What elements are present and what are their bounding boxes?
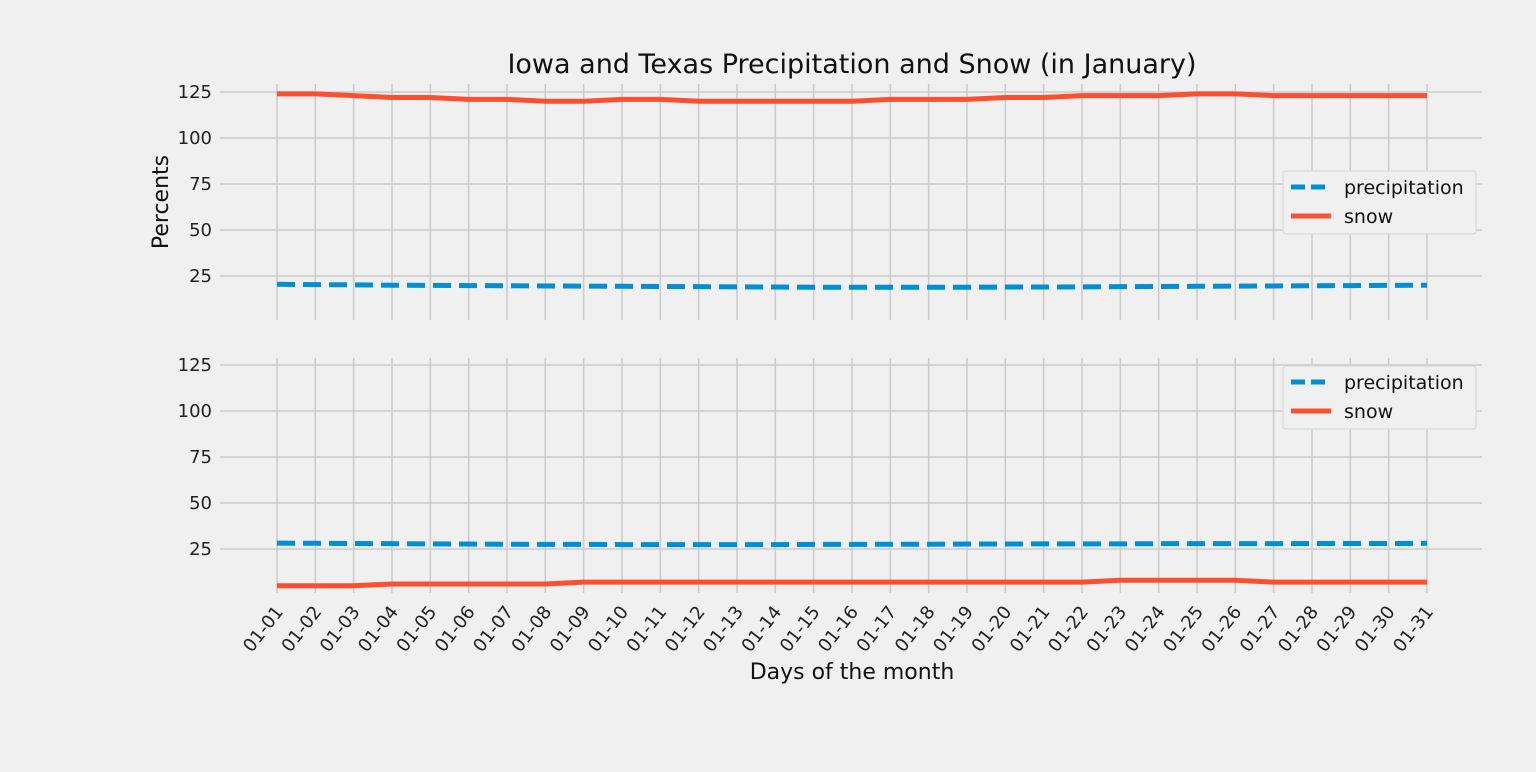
legend: precipitation snow (1282, 170, 1477, 235)
y-tick-label: 50 (189, 220, 212, 241)
x-tick-label: 01-05 (393, 602, 442, 656)
x-tick-label: 01-01 (239, 602, 288, 656)
x-tick-label: 01-08 (508, 602, 557, 656)
x-tick-label: 01-22 (1044, 602, 1093, 656)
x-tick-label: 01-19 (929, 602, 978, 656)
x-tick-label: 01-20 (968, 602, 1017, 656)
series-line-snow (277, 577, 1427, 589)
y-tick-label: 75 (189, 447, 212, 468)
x-tick-label: 01-04 (354, 602, 403, 656)
x-tick-label: 01-14 (738, 602, 787, 656)
x-tick-label: 01-16 (814, 602, 863, 656)
series-line-snow (277, 91, 1427, 104)
x-tick-label: 01-24 (1121, 602, 1170, 656)
y-tick-label: 100 (178, 128, 212, 149)
x-tick-label: 01-07 (469, 602, 518, 656)
y-tick-label: 50 (189, 493, 212, 514)
panel-bottom: 25 50 75 100 125 precipitation snow (178, 355, 1482, 593)
x-tick-label: 01-03 (316, 602, 365, 656)
x-tick-label: 01-02 (278, 602, 327, 656)
legend-label-snow: snow (1344, 401, 1393, 423)
x-tick-label: 01-11 (623, 602, 672, 656)
x-tick-label: 01-09 (546, 602, 595, 656)
x-tick-label: 01-28 (1274, 602, 1323, 656)
x-tick-label: 01-10 (584, 602, 633, 656)
legend-box (1282, 365, 1477, 430)
x-tick-label: 01-13 (699, 602, 748, 656)
legend-box (1282, 170, 1477, 235)
chart-title: Iowa and Texas Precipitation and Snow (i… (507, 49, 1196, 80)
x-tick-label: 01-17 (853, 602, 902, 656)
y-tick-label: 125 (178, 355, 212, 376)
y-axis-label: Percents (149, 155, 174, 249)
x-tick-labels: 01-0101-0201-0301-0401-0501-0601-0701-08… (239, 602, 1438, 656)
x-tick-label: 01-26 (1198, 602, 1247, 656)
x-tick-label: 01-30 (1351, 602, 1400, 656)
y-tick-label: 125 (178, 82, 212, 103)
y-tick-label: 25 (189, 266, 212, 287)
legend: precipitation snow (1282, 365, 1477, 430)
y-tick-label: 25 (189, 539, 212, 560)
x-tick-label: 01-29 (1313, 602, 1362, 656)
series-line-precipitation (276, 281, 1428, 290)
y-tick-label: 100 (178, 401, 212, 422)
legend-label-precipitation: precipitation (1344, 372, 1464, 394)
legend-label-precipitation: precipitation (1344, 177, 1464, 199)
panel-top: 25 50 75 100 125 Percents precipitation snow (149, 82, 1482, 320)
x-tick-label: 01-21 (1006, 602, 1055, 656)
y-tick-label: 75 (189, 174, 212, 195)
x-tick-label: 01-12 (661, 602, 710, 656)
x-tick-label: 01-27 (1236, 602, 1285, 656)
x-tick-label: 01-15 (776, 602, 825, 656)
series-line-precipitation (276, 540, 1428, 548)
x-tick-label: 01-25 (1159, 602, 1208, 656)
x-tick-label: 01-06 (431, 602, 480, 656)
x-tick-label: 01-18 (891, 602, 940, 656)
legend-label-snow: snow (1344, 206, 1393, 228)
x-tick-label: 01-31 (1389, 602, 1438, 656)
x-axis-label: Days of the month (750, 660, 955, 685)
x-tick-label: 01-23 (1083, 602, 1132, 656)
